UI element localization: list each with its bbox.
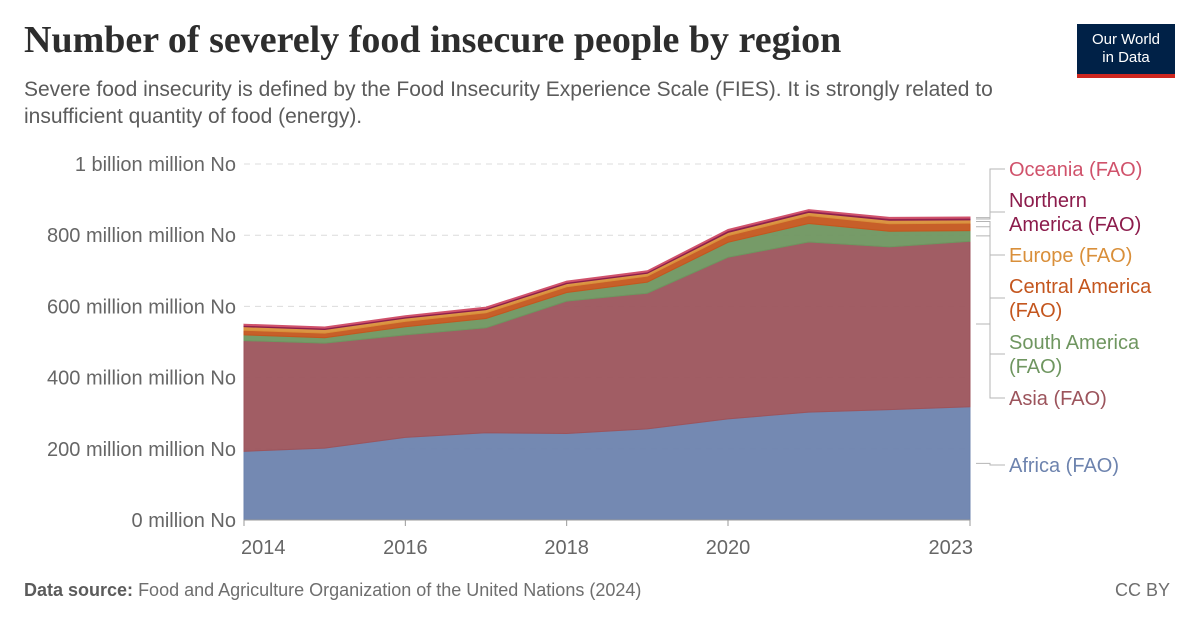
logo-line-1: Our World — [1091, 31, 1161, 48]
x-tick-label: 2014 — [241, 537, 286, 559]
legend-label-line: America (FAO) — [1009, 214, 1141, 236]
x-tick-label: 2023 — [929, 537, 974, 559]
y-tick-label: 200 million million No — [47, 439, 236, 461]
legend-label-south-america-fao: South America (FAO) — [1009, 332, 1140, 378]
legend-label-line: Northern — [1009, 190, 1087, 212]
legend-label-asia-fao: Asia (FAO) — [1009, 388, 1107, 410]
data-source: Data source: Food and Agriculture Organi… — [24, 580, 641, 601]
y-tick-label: 800 million million No — [47, 225, 236, 247]
legend-label-africa-fao: Africa (FAO) — [1009, 455, 1119, 477]
legend-label-line: Asia (FAO) — [1009, 388, 1107, 410]
legend-label-europe-fao: Europe (FAO) — [1009, 245, 1132, 267]
legend-connector — [976, 462, 1005, 466]
legend-label-line: Oceania (FAO) — [1009, 159, 1142, 181]
logo-line-2: in Data — [1102, 49, 1150, 66]
legend-label-line: South America — [1009, 332, 1140, 354]
y-tick-label: 1 billion million No — [75, 154, 236, 176]
legend-label-line: Africa (FAO) — [1009, 455, 1119, 477]
legend-connector — [976, 235, 1005, 355]
x-tick-label: 2016 — [383, 537, 428, 559]
legend-label-oceania-fao: Oceania (FAO) — [1009, 159, 1142, 181]
data-source-text: Food and Agriculture Organization of the… — [138, 580, 642, 600]
legend-label-line: (FAO) — [1009, 300, 1062, 322]
owid-logo[interactable]: Our World in Data — [1077, 24, 1175, 78]
x-tick-label: 2018 — [544, 537, 589, 559]
y-tick-label: 0 million No — [132, 510, 236, 532]
x-tick-label: 2020 — [706, 537, 751, 559]
y-tick-label: 400 million million No — [47, 368, 236, 390]
chart-subtitle: Severe food insecurity is defined by the… — [24, 78, 993, 128]
legend-connector — [976, 211, 1005, 220]
legend-label-line: Central America — [1009, 276, 1152, 298]
legend-label-line: (FAO) — [1009, 356, 1062, 378]
legend-label-northern-america-fao: Northern America (FAO) — [1009, 190, 1141, 236]
y-tick-label: 600 million million No — [47, 296, 236, 318]
chart-title: Number of severely food insecure people … — [24, 19, 842, 61]
data-source-label: Data source: — [24, 580, 134, 600]
legend-label-central-america-fao: Central America (FAO) — [1009, 276, 1152, 322]
legend-connector — [976, 168, 1005, 219]
legend-connector — [976, 323, 1005, 399]
area-oceania-fao — [243, 209, 971, 329]
legend-label-line: Europe (FAO) — [1009, 245, 1132, 267]
license-link[interactable]: CC BY — [1114, 580, 1170, 600]
